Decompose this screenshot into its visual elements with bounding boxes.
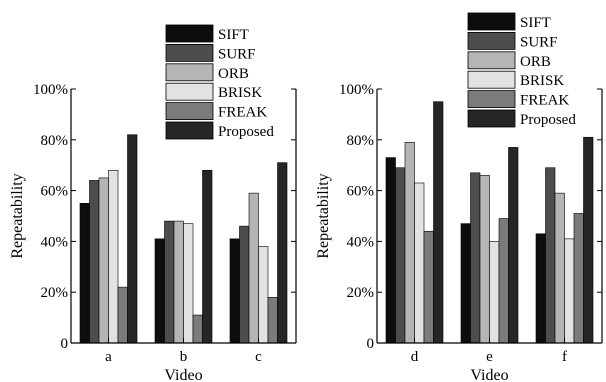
- legend-label-sift: SIFT: [218, 27, 249, 43]
- x-tick-label: d: [411, 349, 419, 365]
- bar-surf-c: [239, 225, 250, 344]
- y-tick-label: 0: [61, 336, 69, 352]
- legend-swatch-orb: [165, 63, 214, 82]
- legend-label-proposed: Proposed: [218, 124, 274, 140]
- bar-freak-b: [192, 314, 203, 344]
- bar-brisk-f: [564, 238, 575, 344]
- y-tick-label: 60%: [41, 184, 69, 200]
- bar-sift-c: [229, 238, 240, 344]
- bar-freak-c: [267, 296, 278, 344]
- bar-freak-d: [423, 230, 434, 344]
- bar-sift-e: [460, 223, 471, 344]
- legend-label-surf: SURF: [218, 46, 256, 62]
- bar-sift-d: [385, 157, 396, 344]
- y-tick-label: 0: [367, 336, 375, 352]
- bar-proposed-f: [583, 136, 594, 344]
- bar-proposed-e: [508, 147, 519, 344]
- legend-label-brisk: BRISK: [218, 85, 262, 101]
- x-axis-label: Video: [470, 367, 508, 382]
- x-axis-label: Video: [164, 367, 202, 382]
- y-tick-label: 60%: [347, 184, 375, 200]
- bar-orb-a: [98, 177, 109, 344]
- y-tick-label: 100%: [33, 82, 68, 98]
- legend-swatch-freak: [467, 90, 516, 108]
- legend-label-freak: FREAK: [218, 105, 267, 121]
- legend-swatch-brisk: [165, 82, 214, 101]
- bar-brisk-c: [258, 246, 269, 344]
- bar-brisk-a: [108, 169, 119, 344]
- y-tick-label: 40%: [41, 234, 69, 250]
- bar-orb-e: [479, 175, 490, 344]
- bar-surf-b: [164, 220, 175, 344]
- legend-label-proposed: Proposed: [520, 112, 576, 128]
- bar-surf-a: [89, 180, 100, 344]
- chart-panel-2: 0 20% 40% 60% 80% 100% d e f Video Repeatability SI…: [315, 12, 603, 382]
- y-tick-label: 20%: [41, 285, 69, 301]
- bar-brisk-b: [183, 223, 194, 344]
- y-tick-label: 80%: [347, 133, 375, 149]
- legend-label-orb: ORB: [520, 54, 551, 70]
- y-tick-label: 100%: [339, 82, 374, 98]
- x-tick-label: f: [562, 349, 567, 365]
- bar-sift-a: [79, 203, 90, 344]
- legend-label-freak: FREAK: [520, 93, 569, 109]
- x-tick-label: b: [180, 349, 188, 365]
- bar-freak-f: [573, 213, 584, 344]
- legend-label-orb: ORB: [218, 66, 249, 82]
- bar-sift-f: [535, 233, 546, 344]
- y-tick-label: 80%: [41, 133, 69, 149]
- bar-brisk-e: [489, 241, 500, 344]
- legend-swatch-brisk: [467, 70, 516, 89]
- bar-proposed-d: [433, 101, 444, 344]
- legend-swatch-proposed: [165, 121, 214, 140]
- legend-swatch-sift: [165, 24, 214, 43]
- legend-swatch-sift: [467, 12, 516, 31]
- legend-label-sift: SIFT: [520, 15, 551, 31]
- legend-swatch-orb: [467, 51, 516, 70]
- bar-proposed-a: [127, 134, 138, 344]
- legend-label-surf: SURF: [520, 34, 558, 50]
- y-axis-label: Repeatability: [315, 173, 332, 258]
- bar-orb-c: [248, 192, 259, 344]
- legend-label-brisk: BRISK: [520, 73, 564, 89]
- bar-sift-b: [154, 238, 165, 344]
- bar-orb-f: [554, 192, 565, 344]
- bar-proposed-b: [202, 169, 213, 344]
- legend-swatch-freak: [165, 102, 214, 120]
- chart-panel-1: 0 20% 40% 60% 80% 100% a b c Video Repeatability SI…: [9, 24, 297, 382]
- bar-proposed-c: [277, 162, 288, 344]
- bar-orb-b: [173, 220, 184, 344]
- x-tick-label: c: [255, 349, 262, 365]
- bar-freak-a: [117, 286, 128, 344]
- y-axis-label: Repeatability: [9, 173, 26, 258]
- bar-orb-d: [404, 142, 415, 344]
- legend: SIFT SURF ORB BRISK FREAK Proposed: [165, 24, 274, 140]
- y-tick-label: 20%: [347, 285, 375, 301]
- legend-swatch-proposed: [467, 109, 516, 128]
- legend-swatch-surf: [467, 32, 516, 50]
- bar-brisk-d: [414, 182, 425, 344]
- bar-surf-e: [470, 172, 481, 344]
- bar-surf-d: [395, 167, 406, 344]
- x-tick-label: a: [105, 349, 112, 365]
- y-tick-label: 40%: [347, 234, 375, 250]
- bar-surf-f: [545, 167, 556, 344]
- bar-freak-e: [498, 218, 509, 344]
- legend: SIFT SURF ORB BRISK FREAK Proposed: [467, 12, 576, 128]
- x-tick-label: e: [486, 349, 493, 365]
- legend-swatch-surf: [165, 44, 214, 62]
